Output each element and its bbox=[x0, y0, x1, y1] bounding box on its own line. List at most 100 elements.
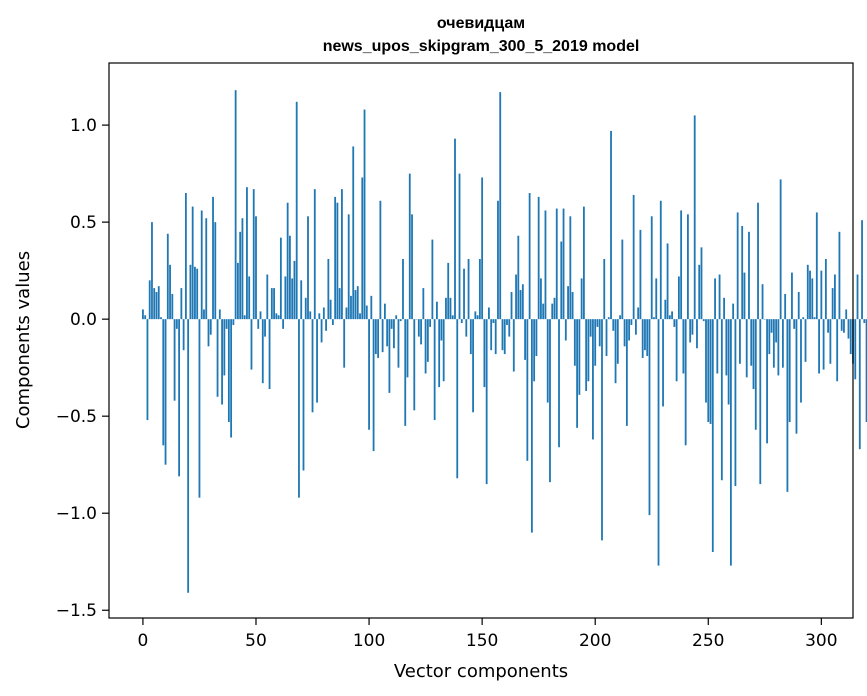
bar-312 bbox=[847, 319, 850, 339]
bar-177 bbox=[542, 303, 545, 320]
bar-10 bbox=[164, 319, 167, 465]
bar-240 bbox=[684, 319, 687, 446]
bar-145 bbox=[469, 319, 472, 355]
bar-263 bbox=[736, 212, 739, 320]
bar-180 bbox=[549, 319, 551, 483]
bar-206 bbox=[607, 317, 610, 320]
bar-220 bbox=[639, 229, 642, 320]
bar-306 bbox=[834, 274, 836, 320]
bar-253 bbox=[714, 278, 716, 320]
bar-197 bbox=[587, 319, 590, 382]
bar-78 bbox=[318, 313, 321, 320]
bar-179 bbox=[546, 319, 549, 403]
x-tick-label-100: 100 bbox=[353, 631, 385, 651]
bar-122 bbox=[417, 319, 420, 337]
bar-182 bbox=[553, 297, 556, 320]
bar-300 bbox=[820, 270, 823, 320]
bar-178 bbox=[544, 210, 547, 320]
bar-246 bbox=[698, 264, 701, 320]
bar-152 bbox=[485, 319, 488, 485]
bar-144 bbox=[467, 259, 470, 320]
bar-48 bbox=[250, 319, 253, 370]
bar-15 bbox=[175, 319, 178, 329]
bar-279 bbox=[772, 319, 775, 368]
bar-160 bbox=[503, 319, 506, 355]
bar-288 bbox=[793, 319, 796, 329]
bar-195 bbox=[582, 206, 585, 320]
bar-317 bbox=[858, 319, 861, 450]
bar-196 bbox=[585, 319, 588, 391]
bar-109 bbox=[388, 319, 391, 393]
bar-209 bbox=[614, 319, 617, 384]
bar-172 bbox=[530, 319, 533, 533]
bar-252 bbox=[711, 319, 714, 553]
bar-135 bbox=[447, 262, 450, 320]
bar-75 bbox=[311, 319, 314, 413]
bar-163 bbox=[510, 291, 513, 320]
bar-88 bbox=[341, 189, 343, 320]
bar-3 bbox=[148, 280, 151, 320]
bar-311 bbox=[845, 309, 848, 320]
bar-2 bbox=[146, 319, 149, 421]
y-axis-label: Components values bbox=[13, 251, 34, 429]
bar-44 bbox=[241, 218, 244, 320]
bar-138 bbox=[454, 138, 456, 320]
bar-151 bbox=[483, 319, 486, 388]
bar-4 bbox=[151, 222, 153, 320]
bar-157 bbox=[497, 200, 499, 320]
bar-273 bbox=[759, 319, 762, 485]
bar-233 bbox=[668, 315, 671, 320]
bar-100 bbox=[368, 319, 370, 430]
bar-302 bbox=[824, 259, 827, 320]
y-axis: −1.5 −1.0 −0.5 0.0 0.5 1.0 bbox=[56, 116, 109, 621]
bar-37 bbox=[225, 319, 228, 329]
bar-28 bbox=[205, 218, 208, 320]
bar-102 bbox=[372, 319, 375, 452]
bar-65 bbox=[289, 235, 291, 320]
bar-214 bbox=[625, 319, 628, 426]
bar-261 bbox=[732, 303, 735, 320]
bar-295 bbox=[809, 270, 811, 320]
bar-149 bbox=[478, 259, 481, 320]
bar-1 bbox=[144, 315, 147, 320]
bar-251 bbox=[709, 319, 712, 424]
bar-108 bbox=[386, 319, 389, 347]
bar-176 bbox=[540, 278, 542, 320]
bar-54 bbox=[264, 319, 266, 337]
bar-106 bbox=[381, 319, 384, 353]
bar-272 bbox=[757, 202, 759, 320]
bar-218 bbox=[635, 319, 637, 335]
plot-frame bbox=[108, 62, 854, 619]
bar-277 bbox=[768, 319, 771, 355]
bar-55 bbox=[266, 274, 269, 320]
bar-69 bbox=[298, 319, 300, 498]
bar-30 bbox=[209, 319, 212, 335]
x-tick-label-50: 50 bbox=[245, 631, 267, 651]
bar-267 bbox=[745, 319, 748, 378]
bar-27 bbox=[203, 309, 205, 320]
bar-72 bbox=[304, 297, 307, 320]
bar-143 bbox=[465, 319, 468, 337]
chart-title: очевидцам bbox=[437, 15, 525, 32]
bar-284 bbox=[784, 293, 787, 320]
bar-53 bbox=[261, 319, 264, 384]
bar-192 bbox=[576, 319, 579, 428]
bar-99 bbox=[365, 305, 368, 320]
bar-24 bbox=[196, 268, 199, 320]
bar-0 bbox=[142, 309, 144, 320]
bar-156 bbox=[494, 319, 497, 355]
bar-303 bbox=[827, 319, 830, 333]
bar-215 bbox=[628, 319, 631, 341]
bar-161 bbox=[506, 319, 508, 325]
bar-270 bbox=[752, 319, 755, 390]
bar-19 bbox=[184, 193, 187, 320]
bar-199 bbox=[592, 319, 594, 440]
bar-254 bbox=[716, 319, 719, 374]
bar-141 bbox=[460, 319, 463, 324]
chart-subtitle: news_upos_skipgram_300_5_2019 model bbox=[323, 38, 640, 55]
bar-239 bbox=[682, 319, 685, 374]
bar-97 bbox=[361, 177, 364, 320]
bar-110 bbox=[390, 319, 393, 329]
bar-164 bbox=[512, 319, 515, 372]
